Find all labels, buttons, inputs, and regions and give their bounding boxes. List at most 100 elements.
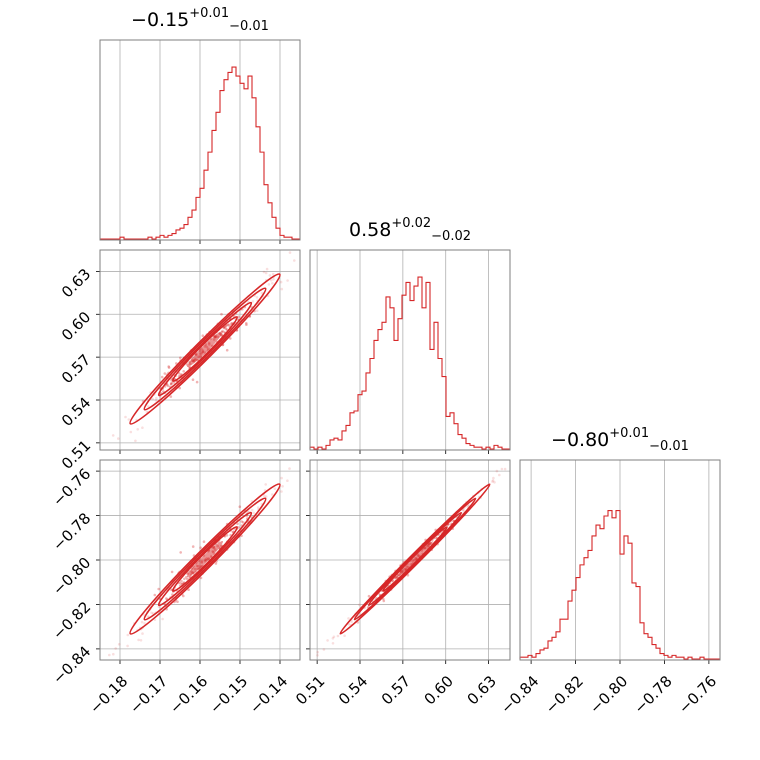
title-param-1: 0.58+0.02−0.02 — [349, 216, 471, 244]
scatter-point — [336, 634, 340, 638]
y-tick-label-param-2: −0.84 — [49, 643, 94, 688]
scatter-point — [272, 278, 275, 281]
hist-series-param-1 — [309, 276, 510, 450]
scatter-point — [126, 644, 129, 648]
x-tick-label-param-0: −0.17 — [126, 672, 171, 717]
scatter-point — [280, 287, 284, 291]
scatter-point — [112, 652, 115, 656]
scatter-point — [175, 362, 178, 365]
scatter-point — [382, 599, 386, 603]
scatter-point — [260, 291, 264, 295]
scatter-point — [225, 348, 229, 352]
y-tick-label-param-1: 0.54 — [58, 394, 94, 430]
scatter-point — [224, 325, 227, 329]
scatter-point — [492, 476, 495, 480]
x-tick-label-param-0: −0.15 — [206, 672, 251, 717]
y-tick-label-param-1: 0.57 — [58, 351, 94, 387]
scatter-point — [191, 378, 195, 382]
scatter-point — [166, 384, 170, 388]
scatter-point — [127, 418, 131, 421]
scatter-point — [250, 508, 254, 512]
panel-frame — [309, 459, 511, 661]
x-tick-label-param-0: −0.14 — [246, 672, 291, 717]
scatter-point — [224, 327, 228, 331]
scatter-point — [147, 615, 150, 618]
scatter-point — [288, 467, 291, 470]
scatter-point — [394, 576, 398, 579]
scatter-point — [183, 577, 186, 581]
scatter-point — [150, 611, 153, 615]
scatter-point — [491, 480, 494, 483]
contour-level-0 — [129, 273, 281, 425]
scatter-point — [347, 617, 350, 620]
panel-frame — [99, 459, 301, 661]
scatter-point — [273, 487, 277, 491]
scatter-point — [137, 638, 140, 642]
contour-level-2 — [157, 301, 253, 397]
contour-level-1 — [143, 497, 267, 621]
scatter-point — [167, 365, 170, 368]
scatter-point — [222, 326, 226, 330]
scatter-point — [153, 593, 157, 597]
scatter-point — [280, 476, 283, 480]
scatter-point — [269, 279, 273, 282]
scatter-point — [452, 519, 455, 523]
scatter-point — [178, 386, 181, 390]
contour-level-3 — [172, 526, 238, 592]
scatter-point — [154, 399, 158, 402]
panel-frame — [519, 459, 721, 661]
scatter-point — [498, 473, 501, 477]
panel-frame — [99, 249, 301, 451]
scatter-point — [316, 654, 319, 657]
scatter-point — [230, 322, 233, 325]
scatter-point — [367, 594, 371, 598]
scatter-point — [350, 620, 353, 624]
scatter-point — [117, 643, 121, 646]
scatter-point — [223, 330, 226, 334]
scatter-point — [229, 337, 232, 340]
contour-level-3 — [172, 316, 238, 382]
scatter-point — [238, 505, 242, 509]
axis-tick-labels: −0.18−0.17−0.16−0.15−0.14 0.51 0.54 0.57 0.6… — [49, 265, 720, 717]
contour-level-0 — [129, 483, 281, 635]
hist-series-param-0 — [100, 66, 300, 240]
scatter-point — [159, 391, 162, 395]
scatter-point — [140, 620, 144, 624]
scatter-point — [264, 495, 268, 498]
x-tick-label-param-2: −0.78 — [630, 672, 675, 717]
contour-level-2 — [157, 511, 253, 607]
scatter-point — [245, 323, 248, 327]
title-param-0: −0.15+0.01−0.01 — [131, 6, 269, 34]
scatter-point — [500, 467, 504, 471]
y-tick-label-param-2: −0.82 — [49, 598, 94, 643]
scatter-point — [286, 479, 289, 483]
scatter-point — [182, 594, 185, 598]
scatter-point — [256, 506, 260, 509]
scatter-point — [214, 562, 218, 565]
scatter-point — [179, 581, 182, 585]
scatter-point — [271, 493, 274, 496]
scatter-point — [170, 382, 173, 386]
scatter-point — [185, 575, 188, 579]
panel-hist-1: 0.58+0.02−0.02 — [309, 216, 511, 454]
scatter-point — [160, 375, 164, 379]
scatter-point — [267, 283, 271, 286]
scatter-point — [495, 469, 499, 473]
scatter-point — [139, 639, 143, 642]
scatter-point — [201, 334, 205, 338]
scatter-point — [170, 570, 174, 574]
scatter-point — [255, 296, 259, 299]
x-tick-label-param-2: −0.76 — [675, 672, 720, 717]
scatter-point — [240, 520, 243, 523]
title-param-2: −0.80+0.01−0.01 — [551, 426, 689, 454]
y-tick-label-param-1: 0.60 — [58, 308, 94, 344]
scatter-point — [169, 395, 173, 398]
x-tick-label-param-1: 0.54 — [335, 672, 371, 708]
scatter-point — [237, 526, 240, 529]
scatter-point — [129, 430, 133, 434]
scatter-point — [199, 576, 203, 580]
scatter-point — [143, 622, 146, 625]
scatter-point — [163, 372, 167, 375]
scatter-point — [264, 483, 268, 486]
panel-frame — [99, 39, 301, 241]
